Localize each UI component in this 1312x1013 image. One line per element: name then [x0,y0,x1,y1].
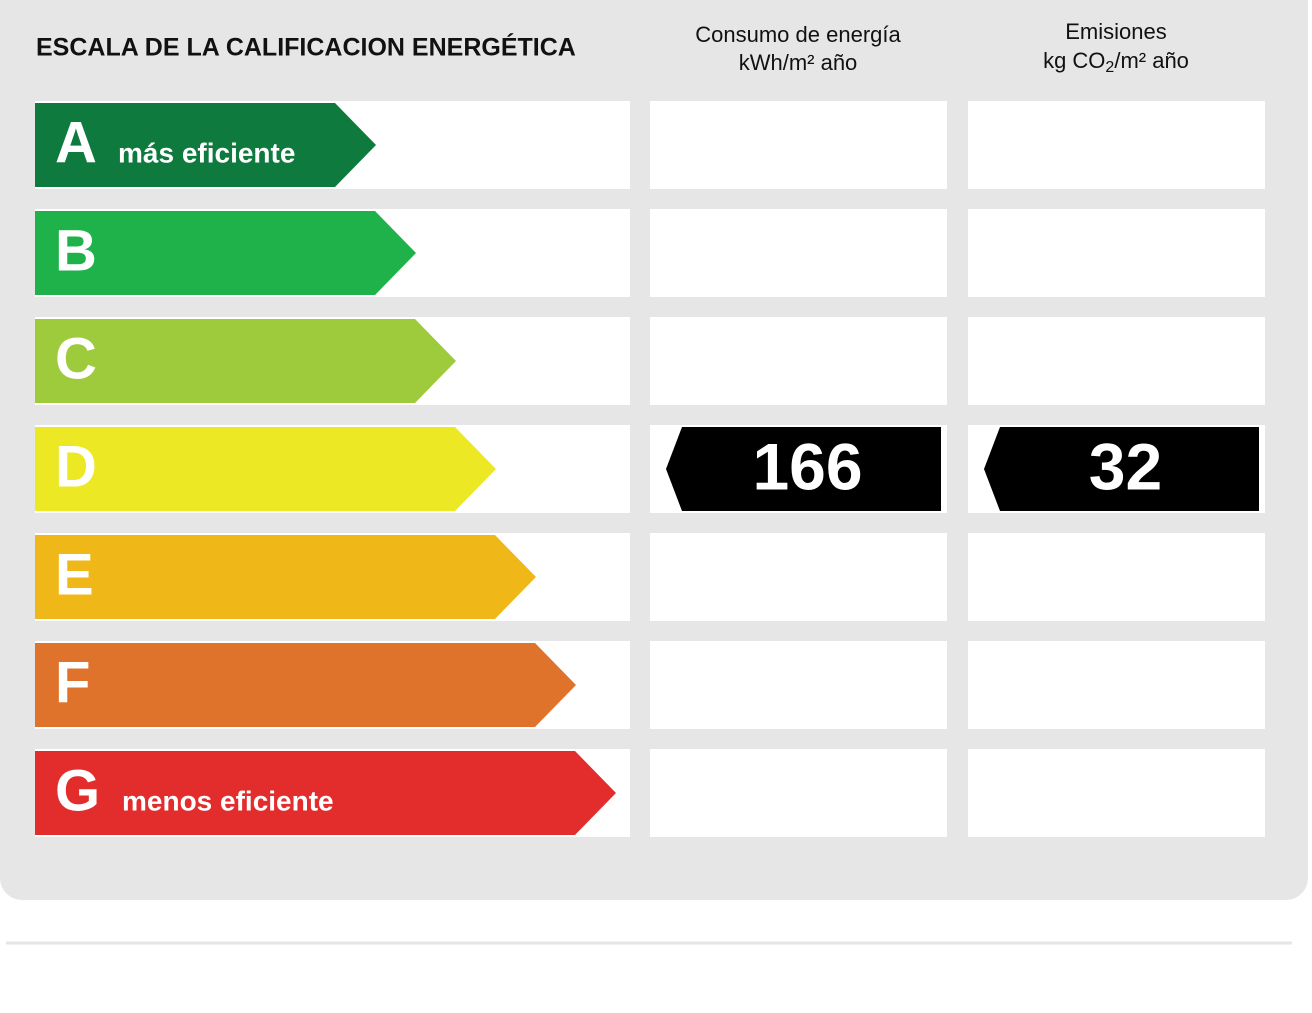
value-cell [650,101,947,189]
rating-value: 166 [752,429,862,503]
rating-arrow [35,211,416,295]
value-cell [968,641,1265,729]
unit-part: /m² año [1114,48,1189,73]
rating-arrow [35,643,576,727]
rating-arrow [35,751,616,835]
column-unit: kWh/m² año [739,50,858,75]
title: ESCALA DE LA CALIFICACION ENERGÉTICA [36,33,576,62]
column-title: Consumo de energía [695,22,901,47]
value-cell [968,533,1265,621]
rating-letter: D [55,434,97,499]
rating-marker [666,427,941,511]
rating-letter: G [55,758,100,823]
value-cell [650,317,947,405]
rating-note: más eficiente [118,137,295,168]
value-cell [650,533,947,621]
rating-letter: A [55,110,97,175]
rating-marker [984,427,1259,511]
rating-letter: E [55,542,94,607]
value-cell [968,101,1265,189]
value-cell [650,641,947,729]
value-cell [650,209,947,297]
rating-letter: F [55,650,90,715]
rating-arrow [35,319,456,403]
rating-arrow [35,535,536,619]
unit-part: kg CO [1043,48,1105,73]
rating-value: 32 [1089,429,1162,503]
column-unit: kg CO2/m² año [1043,48,1189,76]
rating-arrow [35,427,496,511]
rating-note: menos eficiente [122,785,334,816]
value-cell [968,209,1265,297]
rating-letter: B [55,218,97,283]
value-cell [968,749,1265,837]
rating-arrow [35,103,376,187]
column-title: Emisiones [1065,19,1166,44]
rating-letter: C [55,326,97,391]
value-cell [968,317,1265,405]
value-cell [650,749,947,837]
unit-subscript: 2 [1105,59,1114,76]
